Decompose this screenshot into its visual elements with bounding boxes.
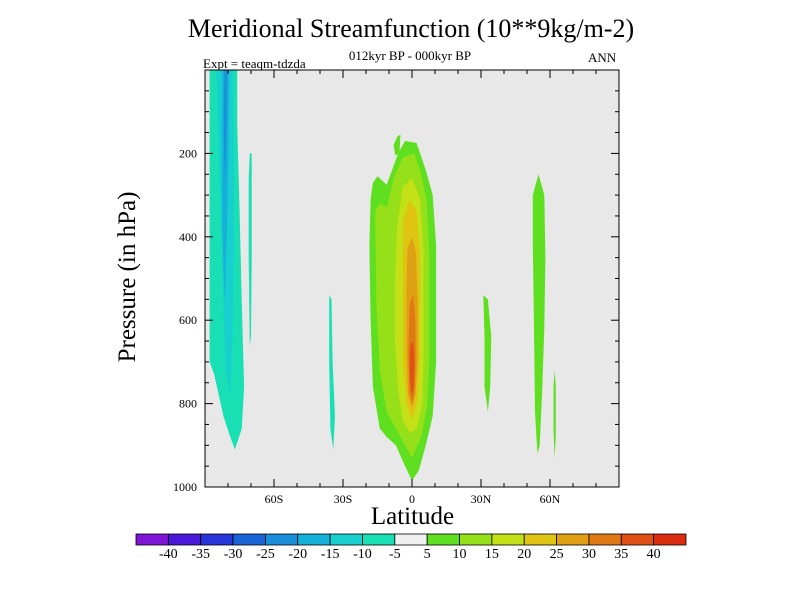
sh-midlat-negative-strip bbox=[248, 153, 252, 346]
colorbar-swatch bbox=[394, 533, 428, 546]
nh-midlat-positive-tail bbox=[553, 370, 556, 458]
colorbar-swatch bbox=[329, 533, 363, 546]
sh-polar-inner-core bbox=[221, 70, 230, 304]
colorbar-label: 30 bbox=[582, 547, 596, 562]
colorbar-swatch bbox=[653, 533, 687, 546]
nh-subtropic-positive-strip bbox=[483, 295, 492, 412]
x-tick-label: 60N bbox=[540, 492, 561, 506]
x-tick-label: 30N bbox=[471, 492, 492, 506]
colorbar-swatch bbox=[620, 533, 655, 546]
colorbar-label: -10 bbox=[353, 547, 372, 562]
colorbar-label: 35 bbox=[614, 547, 628, 562]
sh-subtropic-negative-strip bbox=[329, 295, 335, 450]
y-tick-label: 400 bbox=[179, 230, 197, 244]
colorbar-swatch bbox=[556, 533, 590, 546]
colorbar-label: 25 bbox=[550, 547, 564, 562]
colorbar-swatch bbox=[135, 533, 169, 546]
colorbar-label: -30 bbox=[224, 547, 243, 562]
colorbar-label: -25 bbox=[256, 547, 275, 562]
colorbar-swatch bbox=[362, 533, 396, 546]
colorbar-label: 20 bbox=[517, 547, 531, 562]
y-tick-label: 800 bbox=[179, 397, 197, 411]
nh-midlat-positive-strip bbox=[532, 174, 546, 454]
season-label: ANN bbox=[588, 50, 617, 65]
colorbar-label: -15 bbox=[321, 547, 340, 562]
colorbar-swatch bbox=[588, 533, 622, 546]
colorbar-swatch bbox=[459, 533, 493, 546]
colorbar-label: 5 bbox=[424, 547, 431, 562]
colorbar-label: -35 bbox=[191, 547, 210, 562]
y-tick-label: 200 bbox=[179, 146, 197, 160]
colorbar-label: 40 bbox=[647, 547, 661, 562]
colorbar-label: 10 bbox=[453, 547, 467, 562]
x-tick-label: 0 bbox=[409, 492, 415, 506]
x-tick-label: 60S bbox=[265, 492, 284, 506]
colorbar-swatch bbox=[200, 533, 234, 546]
colorbar-label: -20 bbox=[288, 547, 307, 562]
tropical-uplift-patch bbox=[393, 134, 401, 156]
x-tick-label: 30S bbox=[334, 492, 353, 506]
colorbar-swatch bbox=[232, 533, 266, 546]
tropical-positive-35 bbox=[409, 341, 415, 396]
y-tick-label: 1000 bbox=[173, 480, 197, 494]
colorbar-swatch bbox=[297, 533, 331, 546]
colorbar-swatch bbox=[491, 533, 525, 546]
colorbar-swatch bbox=[523, 533, 557, 546]
y-tick-label: 600 bbox=[179, 313, 197, 327]
colorbar-label: 15 bbox=[485, 547, 499, 562]
colorbar-label: -40 bbox=[159, 547, 178, 562]
colorbar-swatch bbox=[265, 533, 299, 546]
x-axis-title: Latitude bbox=[370, 503, 455, 530]
experiment-label: Expt = teaqm-tdzda bbox=[203, 56, 306, 71]
colorbar-swatch bbox=[167, 533, 202, 546]
colorbar-swatch bbox=[426, 533, 460, 546]
colorbar-label: -5 bbox=[389, 547, 401, 562]
chart-title: Meridional Streamfunction (10**9kg/m-2) bbox=[187, 14, 635, 43]
sh-polar-deep-core bbox=[223, 70, 228, 187]
chart-subtitle: 012kyr BP - 000kyr BP bbox=[348, 48, 472, 63]
